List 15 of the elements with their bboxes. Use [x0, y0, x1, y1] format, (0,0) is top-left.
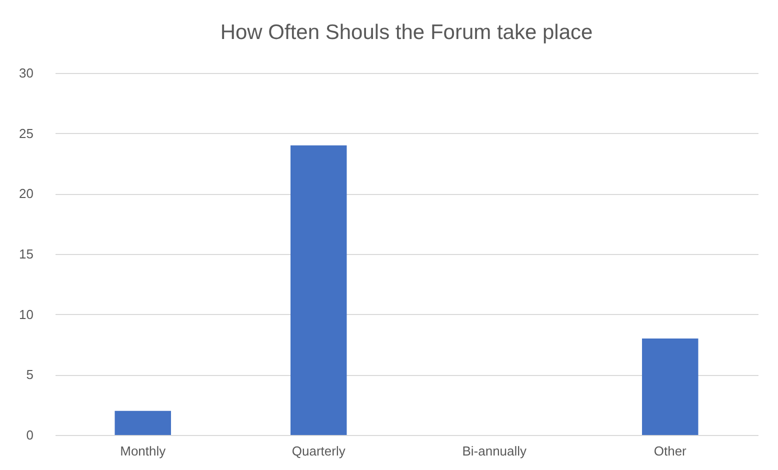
x-tick-label: Other — [654, 444, 688, 458]
chart-title: How Often Shouls the Forum take place — [220, 21, 593, 44]
x-tick-label: Monthly — [120, 444, 166, 458]
y-tick-label: 20 — [19, 186, 34, 202]
y-tick-label: 10 — [19, 306, 34, 322]
bar — [290, 145, 347, 435]
bar — [114, 410, 171, 435]
x-tick-label: Bi-annually — [462, 444, 528, 458]
y-tick-label: 25 — [19, 126, 34, 141]
y-tick-label: 0 — [26, 428, 34, 442]
bar — [642, 338, 698, 435]
y-tick-label: 30 — [19, 66, 34, 80]
y-tick-label: 15 — [19, 246, 34, 262]
y-tick-label: 5 — [26, 367, 34, 382]
x-tick-label: Quarterly — [292, 444, 346, 458]
